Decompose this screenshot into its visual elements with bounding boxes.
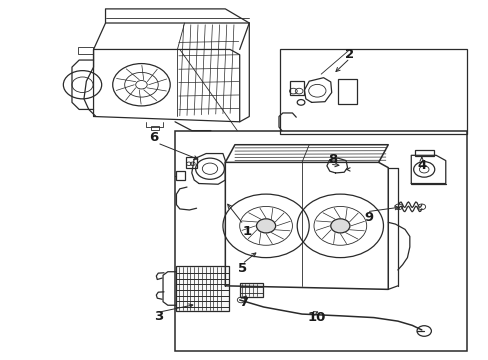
Text: 7: 7 [239,296,247,309]
Bar [239,283,262,297]
Text: 8: 8 [328,153,337,166]
Text: 4: 4 [416,159,426,172]
Bar [78,48,92,54]
Text: 10: 10 [306,311,325,324]
Bar [176,171,184,180]
Bar [289,81,304,95]
Text: 3: 3 [153,310,163,323]
Circle shape [330,219,349,233]
Text: 6: 6 [148,131,158,144]
Text: 5: 5 [237,262,246,275]
Bar [337,80,356,104]
Text: 2: 2 [345,48,354,61]
Bar [175,131,467,351]
Bar [185,157,196,168]
Text: 1: 1 [242,225,251,238]
Text: 9: 9 [364,211,373,224]
Bar [150,126,159,130]
Bar [414,150,433,156]
Bar [280,49,467,134]
Circle shape [256,219,275,233]
Bar [176,266,229,311]
